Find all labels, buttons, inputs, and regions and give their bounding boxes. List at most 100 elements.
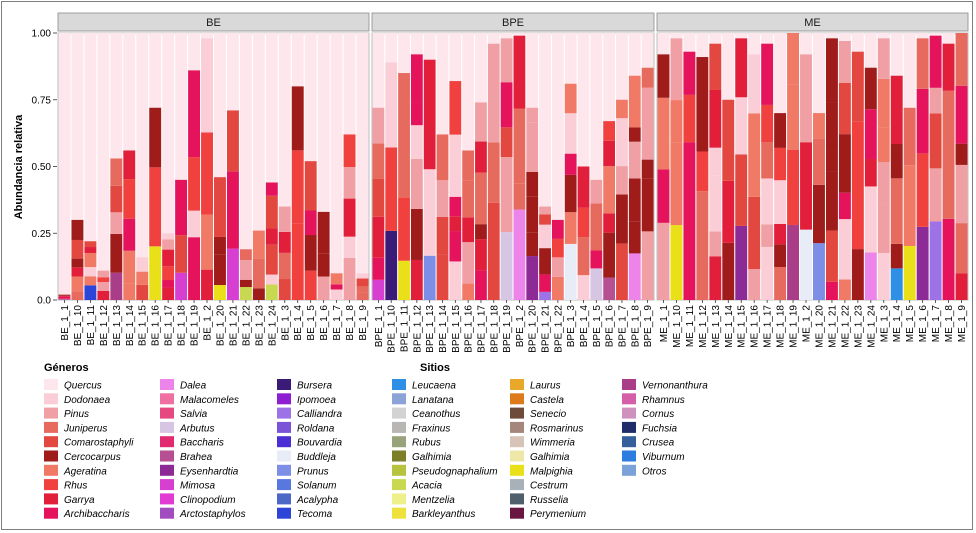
x-tick-label: BE_1_4 [293, 305, 304, 341]
x-tick-label: ME_1_19 [789, 305, 800, 348]
bar-segment [398, 197, 410, 261]
bar-segment [500, 82, 513, 128]
bar-segment [890, 178, 903, 244]
bar-segment [304, 210, 317, 236]
x-tick-label: ME_1_7 [931, 305, 942, 343]
bar-segment [903, 245, 916, 300]
bar-segment [58, 299, 71, 300]
bar-segment-quercus [372, 33, 385, 108]
bar-segment [709, 43, 722, 90]
legend-swatch [622, 407, 636, 419]
bar-segment [123, 179, 136, 219]
legend-label: Archibaccharis [63, 509, 130, 520]
legend-swatch [510, 464, 524, 476]
x-tick-label: ME_1_20 [814, 305, 825, 348]
bar-segment [929, 221, 942, 300]
bar-segment-quercus [265, 33, 278, 183]
legend-swatch [622, 393, 636, 405]
legend-title-generos: Géneros [44, 362, 89, 374]
bar-segment [278, 206, 291, 232]
bar-segment [929, 35, 942, 88]
legend-swatch [44, 393, 58, 405]
bar-segment [603, 166, 616, 214]
bar-segment-quercus [657, 33, 670, 55]
bar-segment [214, 285, 226, 300]
legend-label: Comarostaphyli [64, 438, 134, 449]
bar-segment [110, 212, 123, 234]
legend-swatch [44, 464, 58, 476]
x-tick-label: BPE_1_17 [476, 305, 487, 353]
legend-swatch [392, 479, 406, 491]
bar-segment [564, 174, 577, 213]
legend-label: Acacia [411, 481, 442, 492]
bar-segment-quercus [58, 33, 71, 295]
x-tick-label: BPE_1_13 [425, 305, 436, 353]
bar-segment [628, 75, 641, 128]
bar-segment [175, 235, 188, 273]
bar-segment [513, 108, 526, 184]
bar-segment [616, 118, 628, 167]
legend-swatch [160, 393, 174, 405]
bar-segment [330, 273, 343, 285]
bar-segment [526, 107, 539, 123]
bar-segment [162, 249, 175, 267]
x-tick-label: BE_1_3 [280, 305, 291, 341]
legend-label: Viburnum [642, 452, 685, 463]
bar-segment [696, 151, 709, 192]
legend-label: Pseudognaphalium [412, 466, 498, 477]
bar-segment [162, 233, 175, 240]
bar-segment [304, 161, 317, 211]
legend-swatch [392, 379, 406, 390]
legend-label: Rhus [64, 481, 87, 492]
legend-swatch [510, 393, 524, 405]
bar-segment [136, 271, 149, 285]
legend-label: Vernonanthura [642, 381, 708, 392]
legend-swatch [392, 450, 406, 462]
bar-segment [84, 276, 97, 286]
x-tick-label: ME_1_10 [672, 305, 683, 348]
bar-segment [539, 274, 551, 292]
bar-segment-quercus [475, 33, 487, 103]
bar-segment [123, 218, 136, 251]
bar-segment [265, 182, 278, 196]
facet-strip-BPE [371, 12, 655, 32]
bar-segment [838, 219, 851, 280]
bar-segment [748, 54, 761, 114]
legend-swatch [510, 450, 524, 462]
bar-segment-quercus [877, 33, 890, 39]
bar-segment-quercus [291, 33, 304, 87]
bar-segment [800, 142, 812, 230]
bar-segment [955, 223, 968, 274]
bar-segment [372, 107, 385, 144]
x-tick-label: BE_1_10 [73, 305, 84, 347]
y-tick-label: 0.50 [32, 162, 52, 173]
bar-segment [722, 99, 735, 181]
bar-segment-quercus [226, 33, 239, 111]
legend-label: Cornus [642, 409, 674, 420]
bar-segment-quercus [188, 33, 201, 71]
bar-segment-quercus [513, 33, 526, 36]
bar-segment [214, 177, 226, 203]
bar-segment [813, 113, 825, 139]
bar-segment [410, 54, 423, 103]
bar-segment [188, 237, 201, 300]
x-tick-label: BE_1_13 [112, 305, 123, 347]
bar-segment [616, 194, 628, 244]
bar-segment [84, 247, 97, 253]
legend-label: Prunus [297, 466, 329, 477]
bar-segment-quercus [343, 33, 356, 135]
bar-segment [696, 191, 709, 300]
y-tick-label: 0.0 [37, 296, 51, 307]
bar-segment [787, 149, 800, 225]
legend-label: Dodonaea [64, 395, 111, 406]
bar-segment-quercus [825, 33, 838, 39]
bar-segment [539, 214, 551, 225]
bar-segment [877, 127, 890, 163]
x-tick-label: BE_1_12 [99, 305, 110, 347]
legend-swatch [277, 407, 291, 419]
x-tick-label: BE_1_5 [306, 305, 317, 341]
bar-segment [136, 257, 149, 272]
bar-segment [577, 237, 590, 276]
x-tick-label: BE_1_17 [164, 305, 175, 347]
